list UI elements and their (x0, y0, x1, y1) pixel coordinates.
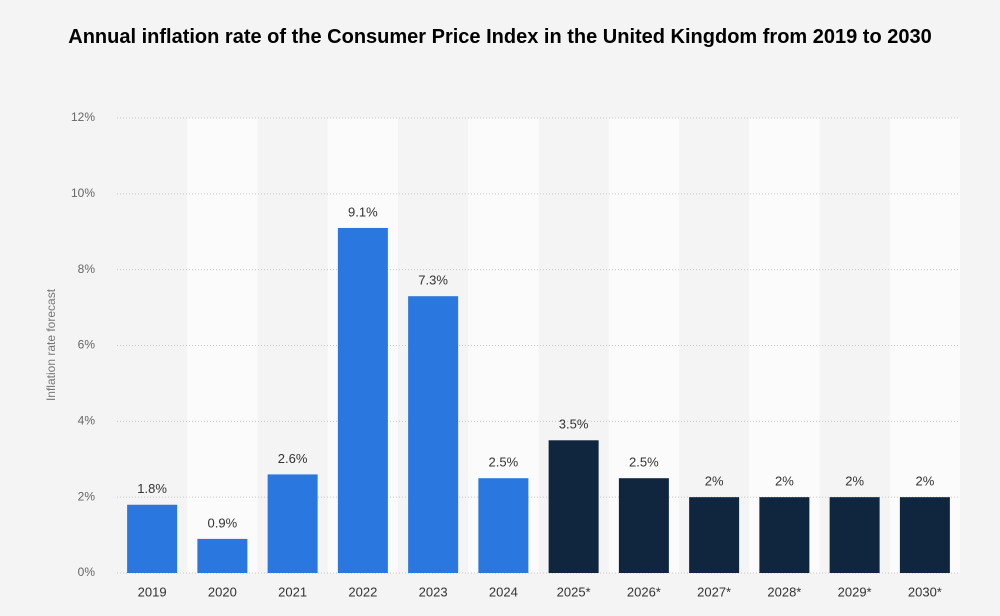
y-tick-label: 12% (71, 110, 95, 124)
bar (127, 504, 178, 573)
value-label: 2% (915, 474, 934, 489)
bar (408, 296, 459, 573)
x-tick-label: 2026* (627, 584, 661, 599)
x-tick-label: 2029* (838, 584, 872, 599)
x-tick-label: 2028* (767, 584, 801, 599)
value-label: 2.5% (489, 455, 519, 470)
bar (899, 497, 950, 573)
value-label: 2% (705, 474, 724, 489)
y-tick-label: 10% (71, 186, 95, 200)
value-label: 1.8% (137, 481, 167, 496)
x-tick-label: 2019 (138, 584, 167, 599)
bar (337, 227, 388, 574)
x-tick-label: 2021 (278, 584, 307, 599)
x-tick-label: 2030* (908, 584, 942, 599)
x-tick-label: 2025* (557, 584, 591, 599)
bar (478, 478, 529, 573)
y-tick-label: 8% (78, 262, 96, 276)
y-tick-label: 0% (78, 565, 96, 579)
value-label: 0.9% (208, 515, 238, 530)
y-tick-label: 4% (78, 414, 96, 428)
value-label: 2% (775, 474, 794, 489)
value-label: 2.5% (629, 455, 659, 470)
value-label: 9.1% (348, 204, 378, 219)
y-tick-label: 2% (78, 489, 96, 503)
value-label: 3.5% (559, 417, 589, 432)
x-tick-label: 2022 (348, 584, 377, 599)
bar (618, 478, 669, 573)
bar (267, 474, 318, 573)
x-tick-label: 2023 (419, 584, 448, 599)
value-label: 2% (845, 474, 864, 489)
bar (759, 497, 810, 573)
x-tick-label: 2027* (697, 584, 731, 599)
x-tick-label: 2020 (208, 584, 237, 599)
chart-title: Annual inflation rate of the Consumer Pr… (68, 26, 932, 48)
bar (197, 538, 248, 573)
value-label: 7.3% (418, 273, 448, 288)
bar (689, 497, 740, 573)
y-tick-label: 6% (78, 338, 96, 352)
bar (829, 497, 880, 573)
y-axis-label: Inflation rate forecast (44, 288, 58, 401)
x-tick-label: 2024 (489, 584, 518, 599)
value-label: 2.6% (278, 451, 308, 466)
bar (548, 440, 599, 573)
